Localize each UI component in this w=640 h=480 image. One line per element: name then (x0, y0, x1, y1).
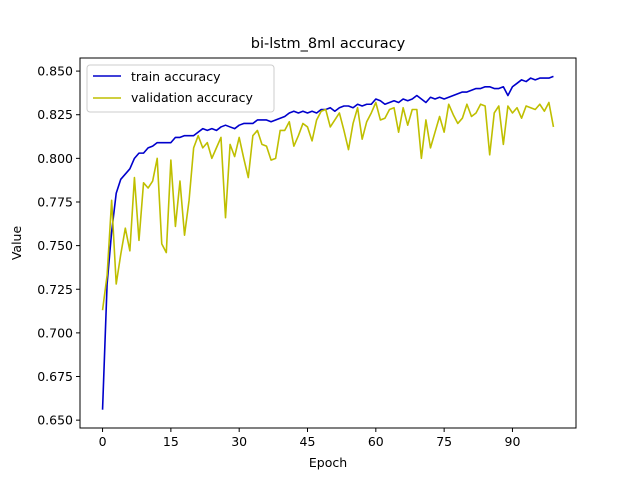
legend-label-train: train accuracy (131, 69, 221, 84)
y-tick-label: 0.650 (37, 413, 73, 428)
chart-title: bi-lstm_8ml accuracy (251, 36, 406, 52)
x-axis-title: Epoch (309, 455, 347, 470)
legend-box (86, 64, 275, 113)
train-accuracy-line (101, 75, 554, 410)
x-tick-label: 15 (163, 434, 179, 449)
x-axis: 0 15 30 45 60 75 90 (99, 428, 521, 449)
x-tick-label: 0 (99, 434, 107, 449)
validation-accuracy-line (101, 101, 555, 311)
y-axis: 0.650 0.675 0.700 0.725 0.750 0.775 0.800 0.825… (37, 64, 80, 428)
y-tick-label: 0.850 (37, 64, 73, 79)
y-tick-label: 0.725 (37, 282, 73, 297)
x-tick-label: 90 (505, 434, 521, 449)
x-tick-label: 60 (368, 434, 384, 449)
series-layer (101, 75, 555, 410)
x-tick-label: 45 (300, 434, 316, 449)
legend: train accuracy validation accuracy (86, 64, 275, 113)
legend-label-validation: validation accuracy (131, 90, 254, 105)
plot-frame (79, 57, 577, 429)
y-axis-title: Value (9, 226, 24, 261)
x-tick-label: 30 (231, 434, 247, 449)
y-tick-label: 0.775 (37, 194, 73, 209)
y-tick-label: 0.675 (37, 369, 73, 384)
y-tick-label: 0.800 (37, 151, 73, 166)
y-tick-label: 0.700 (37, 325, 73, 340)
y-tick-label: 0.825 (37, 107, 73, 122)
y-tick-label: 0.750 (37, 238, 73, 253)
x-tick-label: 75 (436, 434, 452, 449)
